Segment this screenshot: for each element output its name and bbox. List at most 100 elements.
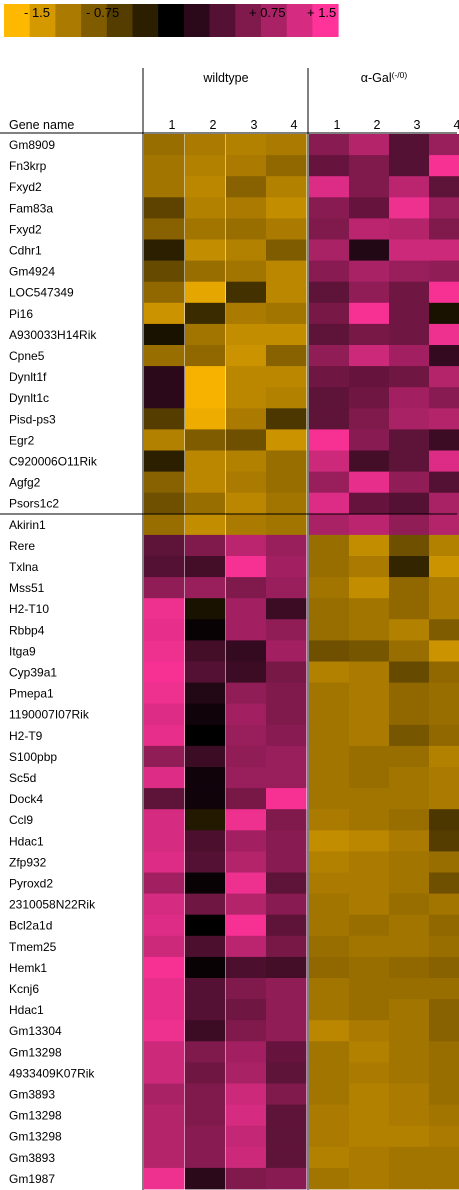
heatmap-cell [226,240,267,262]
heatmap-cell [349,1041,390,1063]
heatmap-cell [144,894,185,916]
heatmap-cell [309,577,350,599]
gene-label: Pmepa1 [9,687,54,701]
heatmap-cell [226,451,267,473]
gene-label: Hdac1 [9,834,44,848]
heatmap-cell [266,1126,307,1148]
heatmap-cell [144,366,185,388]
heatmap-cell [429,429,459,451]
gene-label: Dynlt1f [9,370,47,384]
heatmap-cell [144,514,185,536]
heatmap-cell [144,809,185,831]
heatmap-cell [226,429,267,451]
gene-label: Fam83a [9,201,53,215]
heatmap-cell [185,598,226,620]
heatmap-cell [144,1147,185,1169]
heatmap-cell [349,809,390,831]
heatmap-cell [389,472,430,494]
heatmap-cell [429,873,459,895]
heatmap-cell [144,619,185,641]
heatmap-cell [266,1062,307,1084]
heatmap-cell [389,577,430,599]
column-label: 4 [291,118,298,132]
heatmap-cell [309,451,350,473]
heatmap-cell [185,851,226,873]
gene-label: Kcnj6 [9,982,39,996]
heatmap-cell [389,240,430,262]
heatmap-cell [226,345,267,367]
heatmap-cell [389,1020,430,1041]
heatmap-cell [266,1105,307,1127]
gene-label: Akirin1 [9,518,46,532]
heatmap-cell [266,556,307,578]
heatmap-cell [349,535,390,557]
gene-label: Zfp932 [9,855,47,869]
heatmap-cell [349,408,390,430]
gene-label: S100pbp [9,750,57,764]
heatmap-cell [144,535,185,557]
heatmap-cell [266,387,307,409]
group-label-wildtype: wildtype [202,71,248,85]
heatmap-cell [429,1084,459,1106]
heatmap-cell [266,240,307,262]
heatmap-cell [144,472,185,494]
heatmap-cell [429,408,459,430]
heatmap-cell [226,535,267,557]
row-header: Gene name [9,118,74,132]
heatmap-cell [309,746,350,768]
heatmap-cell [226,978,267,1000]
heatmap-cell [389,894,430,916]
heatmap-cell [389,936,430,958]
heatmap-cell [309,324,350,346]
heatmap-cell [309,619,350,641]
heatmap-cell [185,704,226,726]
heatmap-cell [309,514,350,536]
heatmap-cell [226,514,267,536]
gene-label: Gm13298 [9,1045,62,1059]
colorbar-swatch [210,4,236,37]
heatmap-cell [226,851,267,873]
heatmap-cell [309,1105,350,1127]
heatmap-cell [429,514,459,536]
heatmap-cell [349,387,390,409]
heatmap-cell [309,134,350,156]
column-label: 1 [334,118,341,132]
heatmap-cell [266,873,307,895]
heatmap-cell [266,725,307,747]
heatmap-cell [266,451,307,473]
heatmap-cell [144,957,185,979]
gene-label: Pyroxd2 [9,877,53,891]
heatmap-cell [309,261,350,283]
column-label: 3 [251,118,258,132]
heatmap-cell [226,176,267,198]
heatmap-cell [429,746,459,768]
heatmap-cell [185,408,226,430]
heatmap-cell [389,683,430,705]
heatmap-cell [144,640,185,662]
heatmap-cell [266,894,307,916]
heatmap-cell [349,746,390,768]
heatmap-cell [429,577,459,599]
heatmap-cell [429,915,459,937]
gene-label: Egr2 [9,433,35,447]
heatmap-cell [389,1041,430,1063]
heatmap-cell [144,1168,185,1190]
heatmap-cell [266,788,307,810]
heatmap-cell [266,809,307,831]
heatmap-cell [389,915,430,937]
heatmap-cell [429,218,459,240]
heatmap-cell [349,282,390,304]
heatmap-cell [389,303,430,325]
heatmap-cell [349,704,390,726]
heatmap-cell [429,451,459,473]
gene-label: A930033H14Rik [9,328,97,342]
heatmap-cell [349,978,390,1000]
heatmap-cell [389,218,430,240]
heatmap-cell [429,725,459,747]
heatmap-cell [349,577,390,599]
gene-label: 2310058N22Rik [9,898,96,912]
heatmap-cell [429,704,459,726]
heatmap-cell [389,746,430,768]
heatmap-cell [144,598,185,620]
gene-label: Mss51 [9,581,45,595]
